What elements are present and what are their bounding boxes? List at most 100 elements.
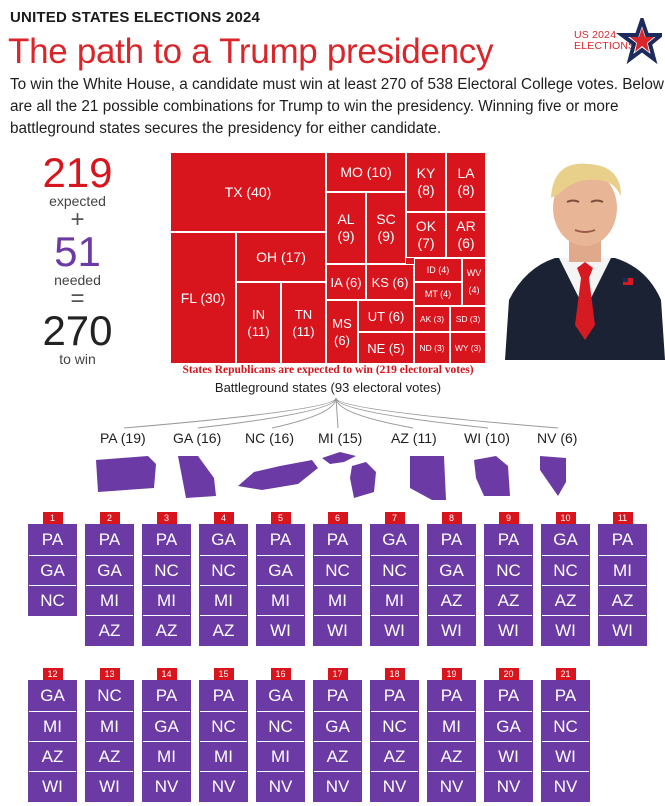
- combination-state-cell: NV: [371, 771, 418, 801]
- battleground-label-nc: NC (16): [245, 430, 295, 446]
- state-shape-mi: [322, 452, 376, 498]
- treemap-cell-ia: IA (6): [326, 264, 366, 300]
- combination-state-cell: GA: [428, 555, 475, 585]
- win-label: to win: [59, 351, 96, 367]
- battleground-label-pa: PA (19): [100, 430, 146, 446]
- treemap-caption: States Republicans are expected to win (…: [182, 364, 474, 376]
- combination-state-cell: PA: [542, 681, 589, 711]
- combination-states: PA GA AZ NV: [313, 680, 362, 802]
- vote-equation: 219 expected + 51 needed = 270 to win: [20, 152, 135, 367]
- combination-state-cell: PA: [86, 525, 133, 555]
- combination-state-cell: PA: [314, 525, 361, 555]
- combination-state-cell: MI: [371, 585, 418, 615]
- combination-card: 21 PA NC WI NV: [541, 668, 590, 802]
- combination-card: 15 PA NC MI NV: [199, 668, 248, 802]
- treemap-cell-mt: MT (4): [414, 282, 462, 306]
- treemap-cell-ak: AK (3): [414, 306, 450, 332]
- treemap-cell-sd: SD (3): [450, 306, 486, 332]
- combination-state-cell: WI: [86, 771, 133, 801]
- combination-state-cell: NC: [371, 711, 418, 741]
- combination-number: 14: [156, 668, 177, 680]
- combination-state-cell: NC: [143, 555, 190, 585]
- combination-state-cell: AZ: [86, 741, 133, 771]
- combination-state-cell: NV: [428, 771, 475, 801]
- combination-state-cell: PA: [143, 525, 190, 555]
- combination-state-cell: WI: [542, 615, 589, 645]
- combination-state-cell: NC: [86, 681, 133, 711]
- logo-line-1: US 2024: [574, 29, 617, 41]
- combination-number: 5: [270, 512, 291, 524]
- combination-state-cell: GA: [86, 555, 133, 585]
- combination-number: 15: [213, 668, 234, 680]
- combination-state-cell: PA: [428, 681, 475, 711]
- combination-card: 7 GA NC MI WI: [370, 512, 419, 646]
- combination-state-cell: AZ: [371, 741, 418, 771]
- combination-states: PA GA MI AZ: [85, 524, 134, 646]
- combination-card: 16 GA NC MI NV: [256, 668, 305, 802]
- combination-state-cell: MI: [29, 711, 76, 741]
- combination-state-cell: MI: [314, 585, 361, 615]
- state-shape-az: [410, 456, 446, 500]
- combination-state-cell: MI: [257, 741, 304, 771]
- combination-state-cell: MI: [143, 741, 190, 771]
- combination-card: 6 PA NC MI WI: [313, 512, 362, 646]
- combination-state-cell: PA: [29, 525, 76, 555]
- battleground-state-shapes: [96, 452, 566, 500]
- combination-state-cell: NV: [485, 771, 532, 801]
- combination-state-cell: NV: [143, 771, 190, 801]
- combination-state-cell: PA: [371, 681, 418, 711]
- battleground-label-ga: GA (16): [173, 430, 222, 446]
- combination-number: 18: [384, 668, 405, 680]
- combination-card: 11 PA MI AZ WI: [598, 512, 647, 646]
- combination-state-cell: NC: [371, 555, 418, 585]
- combination-state-cell: WI: [428, 615, 475, 645]
- republican-states-treemap: TX (40) FL (30) OH (17) IN (11) TN (11) …: [170, 152, 486, 364]
- treemap-cell-ok: OK (7): [406, 212, 446, 258]
- combination-states: PA GA MI WI: [256, 524, 305, 646]
- combination-number: 1: [42, 512, 63, 524]
- treemap-cell-oh: OH (17): [236, 232, 326, 282]
- combination-state-cell: PA: [485, 525, 532, 555]
- treemap-cell-mo: MO (10): [326, 152, 406, 192]
- star-icon: [616, 18, 662, 65]
- combination-number: 7: [384, 512, 405, 524]
- combination-state-cell: NC: [200, 711, 247, 741]
- combination-card: 1 PA GA NC: [28, 512, 77, 616]
- combination-states: PA GA WI NV: [484, 680, 533, 802]
- combination-state-cell: AZ: [29, 741, 76, 771]
- plus-sign: +: [70, 206, 85, 233]
- combination-state-cell: MI: [257, 585, 304, 615]
- needed-label: needed: [54, 272, 101, 288]
- combination-state-cell: MI: [599, 555, 646, 585]
- combination-number: 10: [555, 512, 576, 524]
- combination-state-cell: PA: [428, 525, 475, 555]
- battleground-caption: Battleground states (93 electoral votes): [214, 380, 442, 395]
- combination-state-cell: AZ: [86, 615, 133, 645]
- battleground-label-az: AZ (11): [391, 430, 437, 446]
- treemap-label-al: AL (9): [337, 211, 355, 244]
- combination-state-cell: GA: [257, 681, 304, 711]
- treemap-cell-nd: ND (3): [414, 332, 450, 364]
- kicker: UNITED STATES ELECTIONS 2024: [10, 9, 261, 26]
- combination-number: 20: [498, 668, 519, 680]
- combination-state-cell: AZ: [428, 585, 475, 615]
- combination-state-cell: MI: [86, 585, 133, 615]
- combination-number: 6: [327, 512, 348, 524]
- logo-line-2: ELECTIONS: [574, 40, 636, 52]
- combination-card: 17 PA GA AZ NV: [313, 668, 362, 802]
- combination-state-cell: PA: [200, 681, 247, 711]
- combination-state-cell: PA: [599, 525, 646, 555]
- combination-number: 19: [441, 668, 462, 680]
- combination-state-cell: NV: [542, 771, 589, 801]
- combination-number: 21: [555, 668, 576, 680]
- combination-states: GA NC AZ WI: [541, 524, 590, 646]
- candidate-photo: [505, 150, 665, 360]
- combination-state-cell: MI: [428, 711, 475, 741]
- combination-state-cell: AZ: [542, 585, 589, 615]
- combination-state-cell: AZ: [485, 585, 532, 615]
- combination-state-cell: NC: [542, 711, 589, 741]
- combination-number: 2: [99, 512, 120, 524]
- equals-sign: =: [70, 285, 85, 312]
- combination-card: 2 PA GA MI AZ: [85, 512, 134, 646]
- combination-state-cell: WI: [29, 771, 76, 801]
